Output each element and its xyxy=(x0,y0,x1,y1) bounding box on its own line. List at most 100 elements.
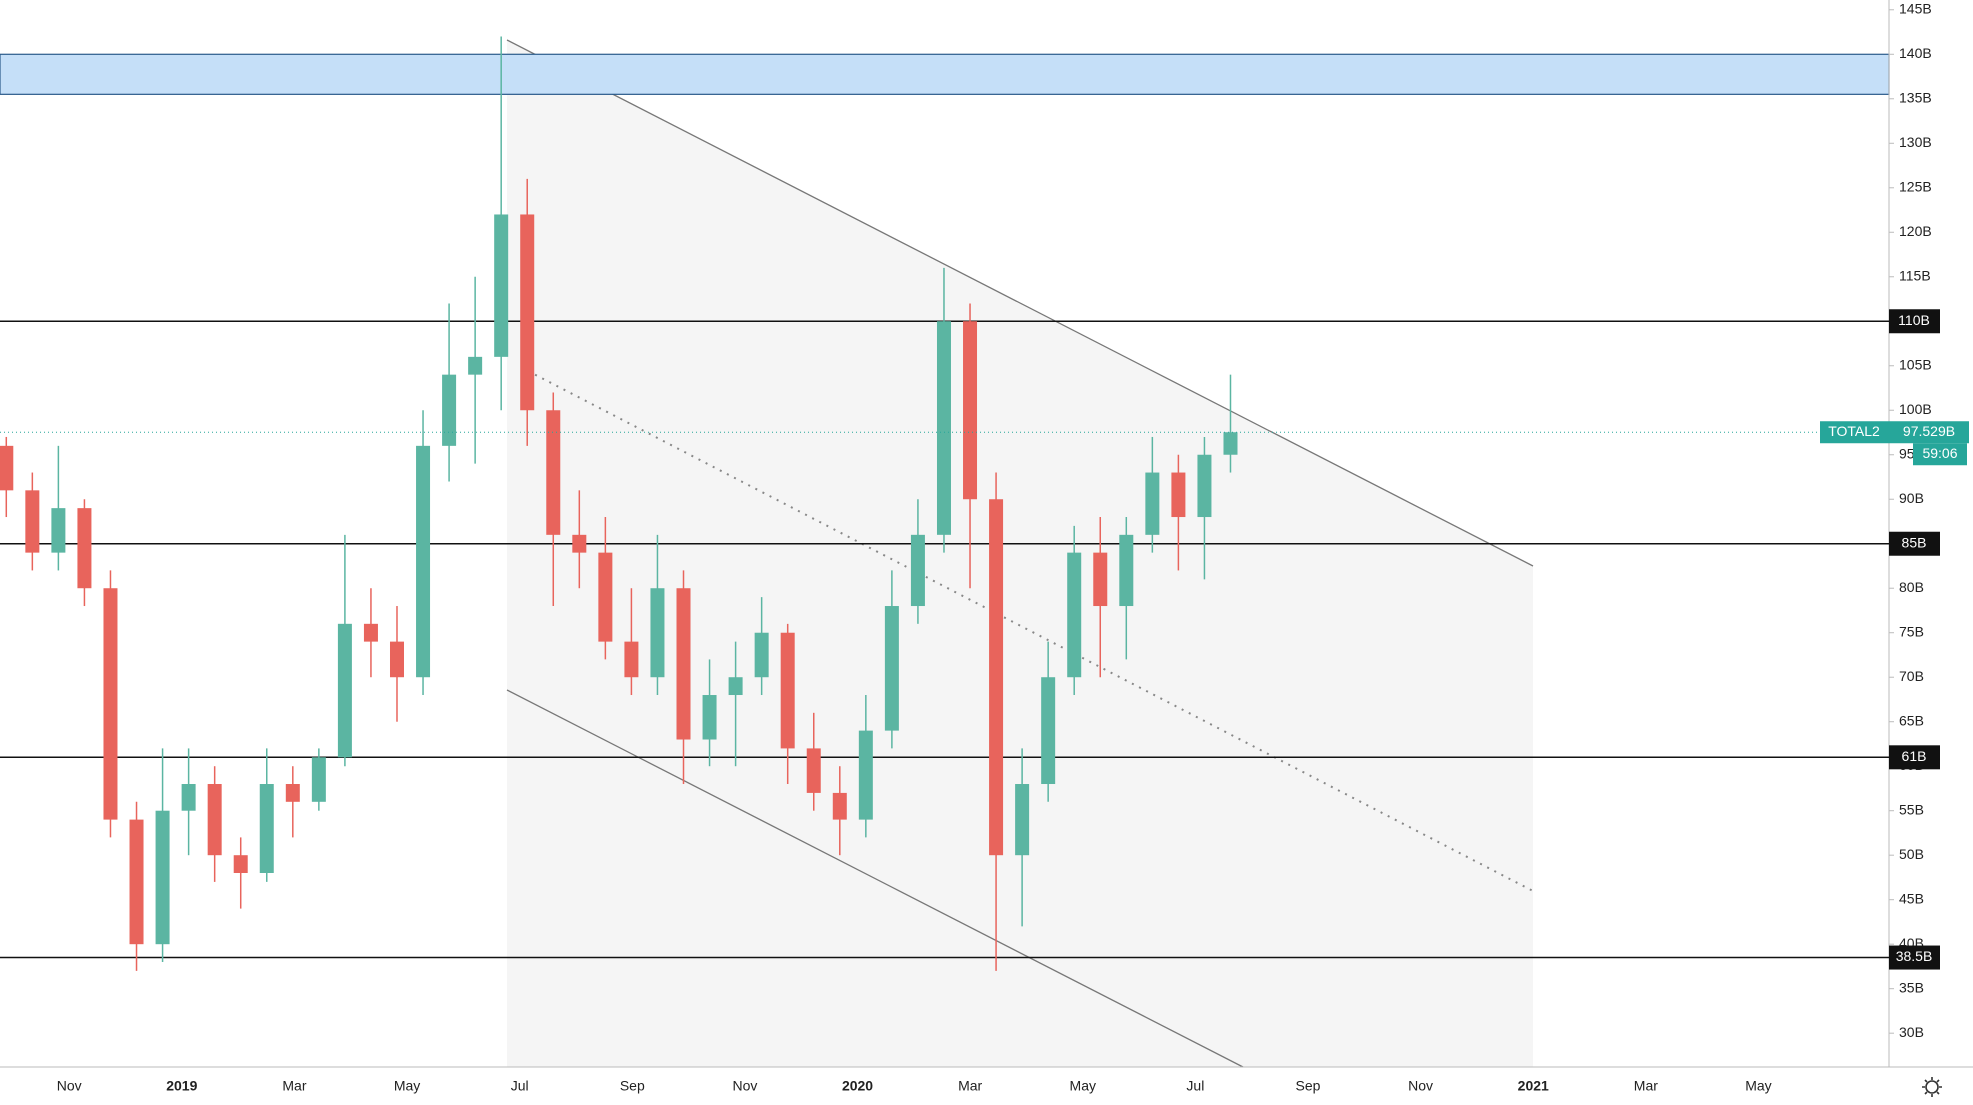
y-tick-label: 100B xyxy=(1899,401,1932,417)
candle-body xyxy=(702,695,717,740)
y-tick-label: 120B xyxy=(1899,223,1932,239)
countdown-box xyxy=(1913,443,1967,466)
x-tick-label: Jul xyxy=(511,1078,529,1094)
candle-body xyxy=(858,730,873,820)
candle-body xyxy=(233,855,248,873)
x-tick-label: Mar xyxy=(282,1078,306,1094)
y-tick-label: 90B xyxy=(1899,490,1924,506)
candle-body xyxy=(676,588,691,740)
drawings xyxy=(506,39,1534,1068)
candle-body xyxy=(754,632,769,678)
x-tick-label: Nov xyxy=(732,1078,757,1094)
candle-body xyxy=(520,214,535,411)
y-tick-label: 75B xyxy=(1899,623,1924,639)
y-tick-label: 145B xyxy=(1899,0,1932,16)
y-tick-label: 30B xyxy=(1899,1024,1924,1040)
candle-body xyxy=(181,784,196,811)
candle-body xyxy=(363,623,378,642)
candle-body xyxy=(1223,432,1238,455)
y-tick-label: 115B xyxy=(1899,267,1931,283)
candle-body xyxy=(1093,552,1108,607)
resistance-zone xyxy=(0,53,1890,95)
y-tick-label: 45B xyxy=(1899,890,1924,906)
candle-body xyxy=(936,321,951,535)
candle-body xyxy=(416,445,431,678)
x-tick-label: Mar xyxy=(958,1078,982,1094)
candle-body xyxy=(1119,534,1134,607)
candle-body xyxy=(0,445,14,491)
x-tick-label: May xyxy=(394,1078,420,1094)
candle-body xyxy=(389,641,404,678)
channel-lower xyxy=(506,689,1244,1068)
candle-body xyxy=(1041,677,1056,785)
y-tick-label: 125B xyxy=(1899,178,1932,194)
y-tick-label: 65B xyxy=(1899,712,1924,728)
candle-body xyxy=(1171,472,1186,518)
x-tick-label: Nov xyxy=(1408,1078,1433,1094)
candle-body xyxy=(910,534,925,607)
candle-body xyxy=(1015,784,1030,856)
candle-body xyxy=(963,321,978,500)
candle-body xyxy=(780,632,795,749)
level-label-box xyxy=(1889,309,1940,334)
price-label: 97.529B xyxy=(1903,423,1955,439)
candle-body xyxy=(884,606,899,731)
candle-body xyxy=(468,356,483,375)
candle-body xyxy=(25,490,40,553)
y-tick-label: 140B xyxy=(1899,45,1932,61)
y-tick-label: 105B xyxy=(1899,356,1932,372)
level-label: 110B xyxy=(1898,312,1930,328)
candle-body xyxy=(337,623,352,758)
x-tick-label: Sep xyxy=(1296,1078,1321,1094)
candle-body xyxy=(311,757,326,802)
candle-body xyxy=(442,374,457,446)
y-tick-label: 70B xyxy=(1899,668,1924,684)
x-tick-label: Jul xyxy=(1186,1078,1204,1094)
candle-body xyxy=(129,819,144,945)
y-tick-label: 55B xyxy=(1899,801,1924,817)
candle-body xyxy=(624,641,639,678)
candle-body xyxy=(77,508,92,589)
x-tick-label: May xyxy=(1070,1078,1096,1094)
candle-body xyxy=(650,588,665,678)
x-tick-label: Mar xyxy=(1634,1078,1658,1094)
y-tick-label: 135B xyxy=(1899,89,1932,105)
series-name-box xyxy=(1820,421,1889,444)
price-label-box xyxy=(1889,421,1969,444)
x-tick-label: 2020 xyxy=(842,1078,873,1094)
x-tick-label: Nov xyxy=(57,1078,82,1094)
x-tick-label: 2021 xyxy=(1518,1078,1549,1094)
candle-body xyxy=(285,784,300,802)
y-tick-label: 35B xyxy=(1899,979,1924,995)
level-label: 85B xyxy=(1902,534,1927,550)
candle-body xyxy=(989,499,1004,856)
candle-body xyxy=(494,214,509,357)
series-name: TOTAL2 xyxy=(1828,423,1880,439)
x-tick-label: Sep xyxy=(620,1078,645,1094)
candle-body xyxy=(1145,472,1160,535)
channel-fill xyxy=(507,40,1533,1067)
level-label: 38.5B xyxy=(1896,948,1933,964)
candle-body xyxy=(832,792,847,820)
candle-body xyxy=(51,508,66,553)
settings-icon[interactable] xyxy=(1922,1077,1942,1097)
x-tick-label: 2019 xyxy=(166,1078,197,1094)
candle-body xyxy=(259,784,274,873)
candle-body xyxy=(598,552,613,642)
candle-body xyxy=(1197,454,1212,518)
level-label-box xyxy=(1889,945,1940,970)
candle-body xyxy=(1067,552,1082,678)
candle-body xyxy=(207,784,222,856)
candle-body xyxy=(155,810,170,945)
y-tick-label: 50B xyxy=(1899,846,1924,862)
y-tick-label: 80B xyxy=(1899,579,1924,595)
countdown: 59:06 xyxy=(1922,445,1957,461)
level-label: 61B xyxy=(1902,748,1927,764)
x-tick-label: May xyxy=(1745,1078,1771,1094)
y-tick-label: 130B xyxy=(1899,134,1932,150)
candle-body xyxy=(728,677,743,696)
candle-body xyxy=(572,534,587,553)
level-label-box xyxy=(1889,531,1940,556)
candle-body xyxy=(806,748,821,793)
